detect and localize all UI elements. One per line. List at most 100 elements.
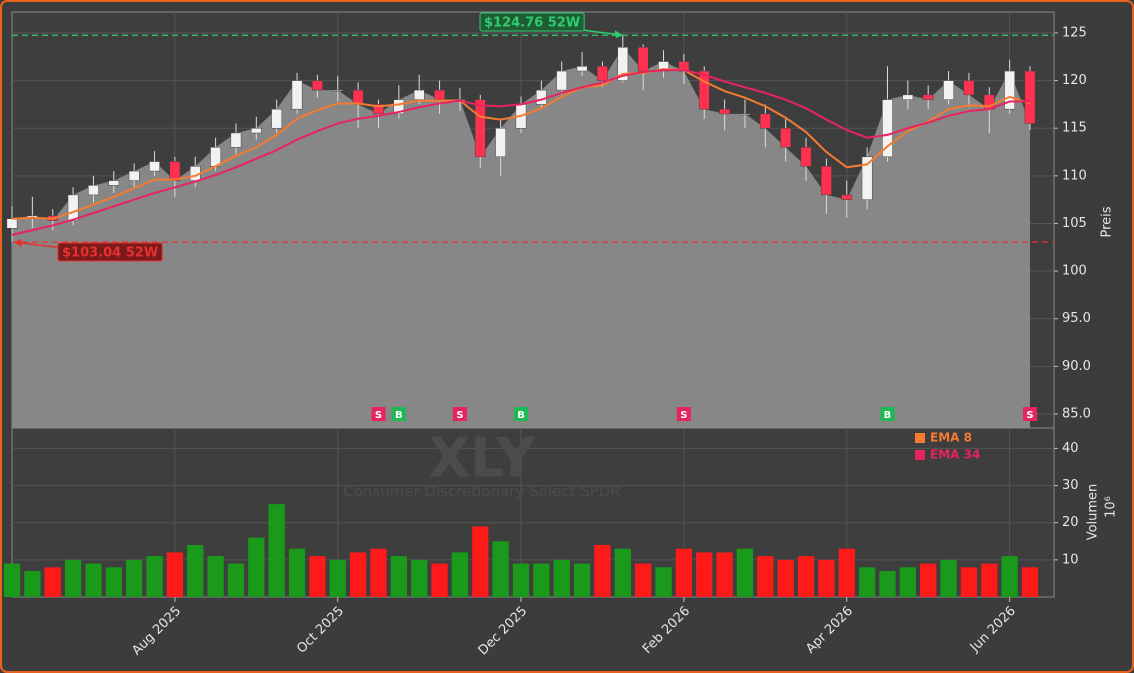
candle-body bbox=[474, 99, 486, 158]
y-tick-label: 115 bbox=[1062, 121, 1087, 136]
candle-body bbox=[821, 166, 832, 196]
volume-bar bbox=[451, 552, 469, 597]
candle-body bbox=[637, 46, 649, 72]
arrow-head bbox=[614, 30, 623, 39]
volume-bar bbox=[288, 548, 306, 597]
volume-bar bbox=[777, 559, 794, 597]
ema-line bbox=[11, 68, 1031, 220]
volume-bar bbox=[24, 571, 41, 597]
volume-bar bbox=[411, 559, 428, 597]
candle-body bbox=[943, 80, 954, 100]
volume-bar bbox=[594, 545, 611, 597]
candle-body bbox=[698, 70, 710, 110]
candle-body bbox=[739, 113, 751, 116]
candle-body bbox=[882, 99, 893, 158]
volume-bar bbox=[349, 552, 367, 597]
y-tick-label: 90.0 bbox=[1062, 359, 1091, 374]
signal-marker bbox=[371, 407, 386, 421]
y-tick-label: 105 bbox=[1062, 216, 1087, 231]
candle-body bbox=[312, 80, 323, 91]
volume-bar bbox=[981, 563, 998, 597]
candle-body bbox=[108, 180, 120, 186]
chart-subtitle: Consumer Discretionary Select SPDR bbox=[343, 483, 620, 501]
candle-body bbox=[1024, 70, 1036, 124]
legend-label: EMA 34 bbox=[930, 448, 980, 462]
y-axis-label: Preis bbox=[1100, 206, 1115, 237]
candle-body bbox=[597, 66, 608, 81]
volume-bar bbox=[146, 556, 163, 597]
candle-body bbox=[556, 70, 568, 91]
price-area bbox=[12, 47, 1030, 429]
volume-bar bbox=[85, 563, 102, 597]
legend-label: EMA 8 bbox=[930, 431, 972, 445]
volume-bar bbox=[227, 563, 245, 597]
candle-body bbox=[759, 113, 771, 129]
volume-bar bbox=[818, 559, 835, 597]
ema-line bbox=[11, 69, 1030, 236]
y-tick-label: 30 bbox=[1062, 478, 1079, 493]
signal-marker bbox=[391, 407, 406, 421]
candle-body bbox=[230, 132, 242, 148]
candle-body bbox=[88, 185, 99, 196]
volume-bar bbox=[64, 559, 82, 597]
volume-bar bbox=[920, 563, 937, 597]
candle-body bbox=[861, 156, 873, 200]
volume-bar bbox=[573, 563, 591, 597]
volume-bar bbox=[3, 563, 21, 597]
candle-body bbox=[169, 161, 181, 181]
volume-bar bbox=[879, 571, 896, 597]
volume-bar bbox=[309, 556, 326, 597]
volume-bar bbox=[268, 504, 285, 597]
signal-marker bbox=[676, 407, 691, 421]
volume-bar bbox=[736, 548, 754, 597]
volume-bar bbox=[716, 552, 733, 597]
volume-bar bbox=[390, 556, 407, 597]
signal-marker bbox=[1023, 407, 1037, 421]
volume-bar bbox=[838, 548, 855, 597]
volume-bar bbox=[635, 563, 652, 597]
y-tick-label: 100 bbox=[1062, 264, 1087, 279]
volume-bar bbox=[655, 567, 672, 597]
volume-bar bbox=[472, 526, 489, 597]
volume-bar bbox=[207, 556, 224, 597]
volume-bar bbox=[675, 548, 693, 597]
volume-bar bbox=[533, 563, 550, 597]
volume-bar bbox=[329, 559, 346, 597]
volume-bar bbox=[614, 548, 631, 597]
candle-body bbox=[617, 46, 629, 81]
candle-body bbox=[6, 218, 18, 229]
y-tick-label: 95.0 bbox=[1062, 311, 1091, 326]
y-tick-label: 125 bbox=[1062, 25, 1087, 40]
candle-body bbox=[841, 194, 853, 200]
candle-body bbox=[128, 170, 140, 181]
volume-bar bbox=[370, 548, 387, 597]
y-axis-label: Volumen bbox=[1086, 484, 1101, 541]
y-tick-label: 10 bbox=[1062, 552, 1079, 567]
candle-body bbox=[1004, 70, 1015, 110]
volume-bar bbox=[960, 567, 978, 597]
candle-body bbox=[332, 89, 344, 92]
volume-bar bbox=[187, 545, 204, 597]
annotation-box bbox=[479, 12, 585, 32]
volume-bar bbox=[940, 559, 957, 597]
y-tick-label: 20 bbox=[1062, 515, 1079, 530]
signal-label: S bbox=[1026, 410, 1033, 421]
volume-bar bbox=[105, 567, 122, 597]
candle-body bbox=[536, 89, 547, 105]
volume-bar bbox=[248, 537, 265, 597]
volume-bar bbox=[696, 552, 713, 597]
signal-label: S bbox=[375, 410, 382, 421]
annotation-box bbox=[57, 242, 163, 262]
y-tick-label: 85.0 bbox=[1062, 406, 1091, 421]
signal-marker bbox=[452, 407, 467, 421]
legend-swatch bbox=[915, 450, 925, 460]
signal-label: B bbox=[517, 410, 525, 421]
candle-body bbox=[352, 89, 364, 105]
candle-body bbox=[271, 108, 283, 129]
y-tick-label: 120 bbox=[1062, 73, 1087, 88]
candle-body bbox=[291, 80, 303, 110]
legend-swatch bbox=[915, 433, 925, 443]
signal-label: S bbox=[456, 410, 463, 421]
signal-label: S bbox=[680, 410, 687, 421]
